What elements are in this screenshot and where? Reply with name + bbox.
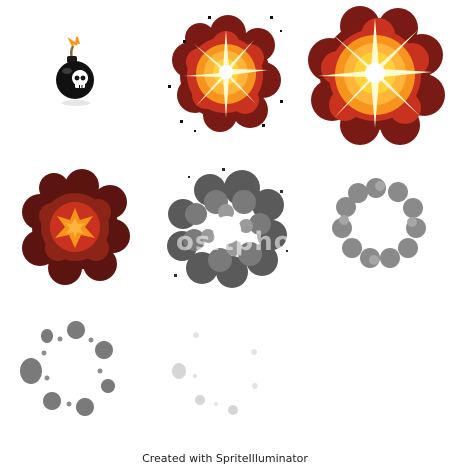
frame-smoke-ring (300, 150, 450, 300)
smoke-icon (167, 168, 288, 288)
frame-explosion-fade (0, 150, 150, 300)
frame-empty (300, 300, 450, 450)
frame-bomb (0, 0, 150, 150)
frame-smoke-cloud (150, 150, 300, 300)
smoke-puffs-icon (20, 321, 115, 416)
explosion-icon (308, 6, 445, 145)
smoke-puffs-icon (172, 332, 258, 415)
smoke-ring-icon (332, 178, 426, 268)
explosion-icon (22, 169, 130, 285)
footer-credit: Created with SpriteIlluminator (142, 452, 308, 465)
watermark: ositpho (176, 227, 293, 257)
frame-explosion-peak (300, 0, 450, 150)
frame-smoke-dissipating (150, 300, 300, 450)
frame-smoke-puffs (0, 300, 150, 450)
frame-explosion-start (150, 0, 300, 150)
explosion-icon (168, 15, 283, 132)
skull-bomb-icon (56, 36, 94, 106)
